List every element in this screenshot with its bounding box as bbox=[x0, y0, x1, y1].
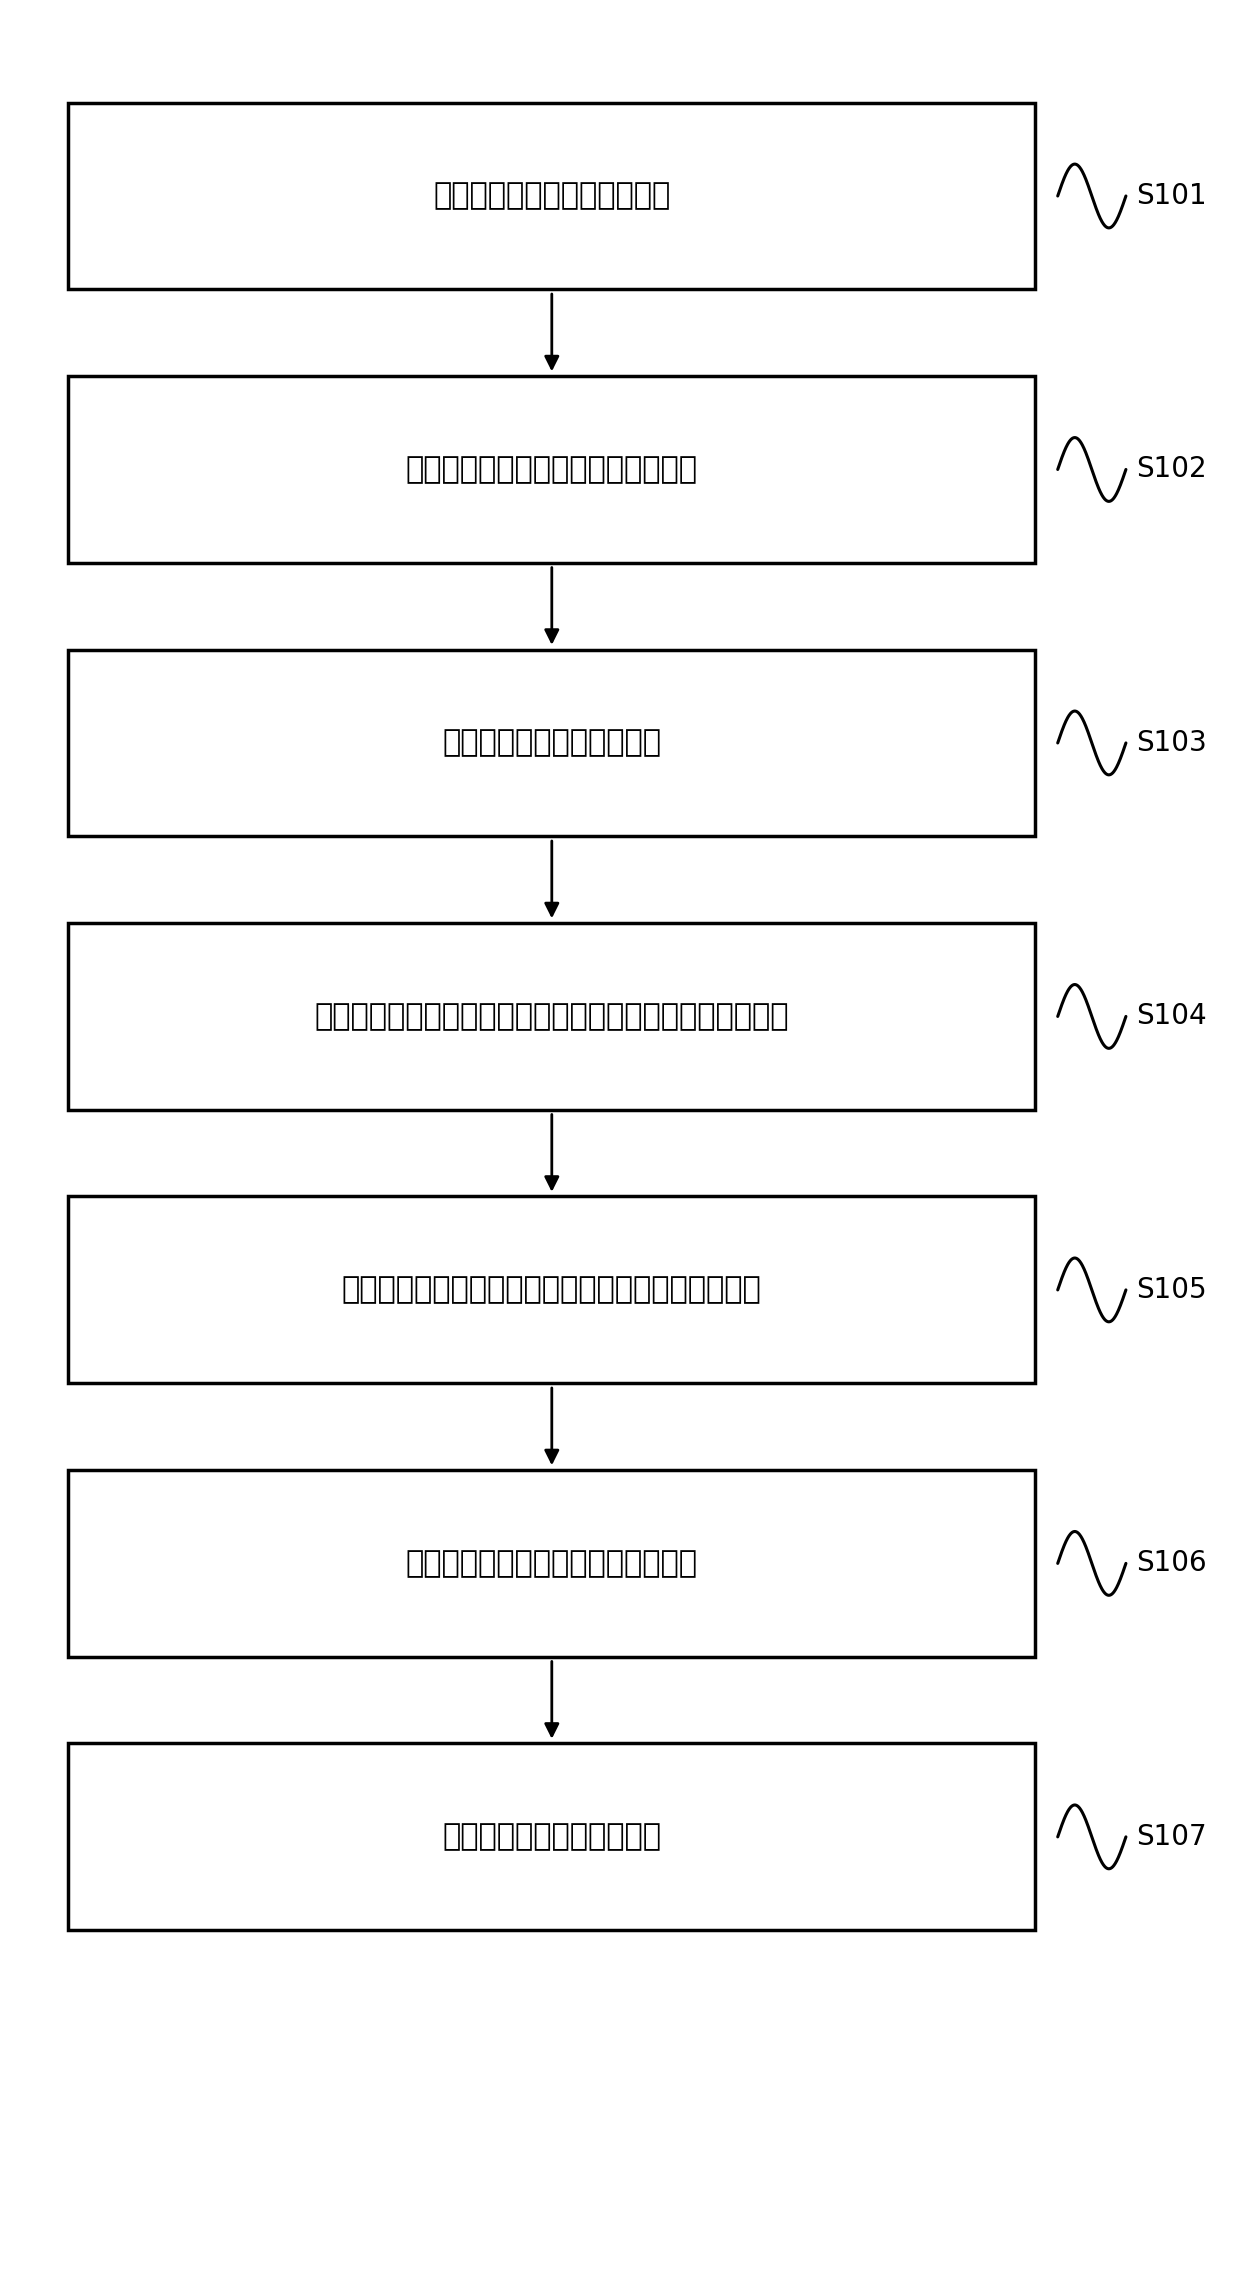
Bar bbox=[68, 103, 1035, 289]
Bar bbox=[68, 1743, 1035, 1930]
Bar bbox=[68, 376, 1035, 563]
Text: 采用整平机对凸出于所述埋孔外的树脂进行整平处理: 采用整平机对凸出于所述埋孔外的树脂进行整平处理 bbox=[342, 1276, 761, 1304]
Text: 采用加热设备对所述多层板进行烘烤: 采用加热设备对所述多层板进行烘烤 bbox=[405, 1550, 698, 1577]
Text: S106: S106 bbox=[1136, 1550, 1207, 1577]
Bar bbox=[68, 1470, 1035, 1657]
Bar bbox=[68, 923, 1035, 1110]
Text: S104: S104 bbox=[1136, 1003, 1207, 1030]
Text: 采用网印机和丝印网版对所述多层板上的埋孔进行树脂塞孔: 采用网印机和丝印网版对所述多层板上的埋孔进行树脂塞孔 bbox=[315, 1003, 789, 1030]
Text: 在所述多层板上进行内层线路的制作: 在所述多层板上进行内层线路的制作 bbox=[405, 456, 698, 483]
Text: S103: S103 bbox=[1136, 729, 1207, 757]
Text: 提供电镀后的待塞孔的多层板: 提供电镀后的待塞孔的多层板 bbox=[433, 182, 671, 210]
Text: S102: S102 bbox=[1136, 456, 1207, 483]
Text: S101: S101 bbox=[1136, 182, 1207, 210]
Text: 对所述多层板进行外层压合: 对所述多层板进行外层压合 bbox=[443, 1823, 661, 1851]
Text: S107: S107 bbox=[1136, 1823, 1207, 1851]
Bar bbox=[68, 1196, 1035, 1383]
Bar bbox=[68, 650, 1035, 836]
Text: 对所述多层板进行棕化处理: 对所述多层板进行棕化处理 bbox=[443, 729, 661, 757]
Text: S105: S105 bbox=[1136, 1276, 1207, 1304]
